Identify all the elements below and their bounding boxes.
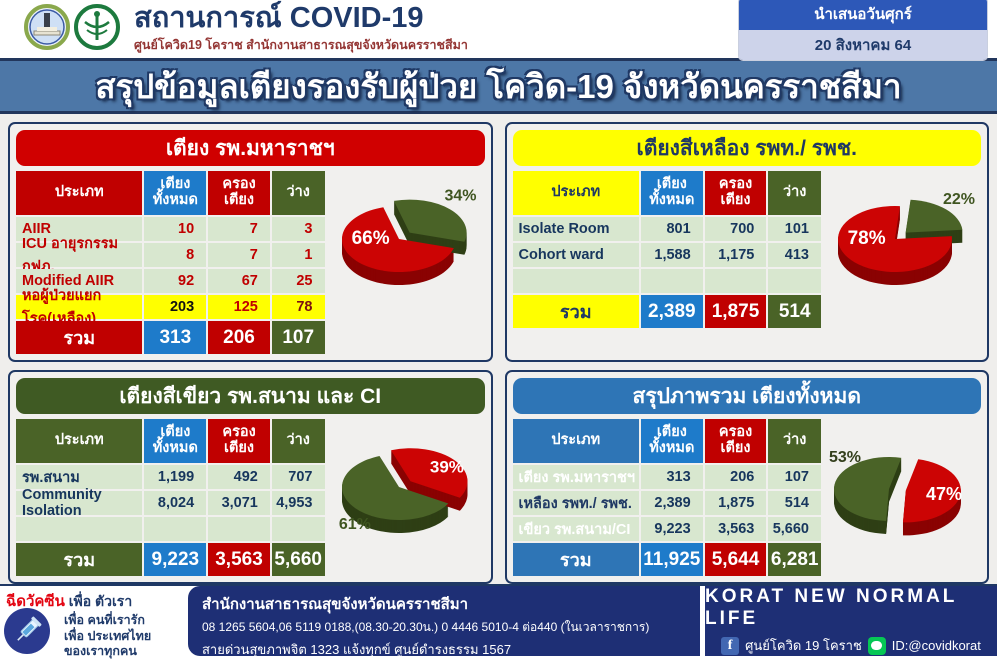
col-total-beds: เตียง ทั้งหมด: [144, 171, 207, 215]
green-bed-table: ประเภท เตียง ทั้งหมด ครอง เตียง ว่าง รพ.สน…: [16, 419, 325, 576]
col-occupied-beds: ครอง เตียง: [208, 419, 270, 463]
table-total-row: รวม 313 206 107: [16, 321, 325, 354]
facebook-label: ศูนย์โควิด 19 โคราช: [745, 638, 862, 653]
dashboard-grid: เตียง รพ.มหาราชฯ ประเภท เตียง ทั้งหมด ครอ…: [0, 114, 997, 584]
panel-yellow-title: เตียงสีเหลือง รพท./ รพช.: [512, 130, 981, 166]
col-type: ประเภท: [512, 171, 639, 215]
table-row: Cohort ward 1,588 1,175 413: [512, 243, 821, 267]
line-icon: [867, 636, 886, 655]
summary-table: ประเภท เตียง ทั้งหมด ครอง เตียง ว่าง เตียง…: [512, 419, 821, 576]
col-total-beds: เตียง ทั้งหมด: [640, 419, 703, 463]
table-row: เตียง รพ.มหาราชฯ 313 206 107: [512, 465, 821, 489]
table-row: Community Isolation 8,024 3,071 4,953: [16, 487, 325, 519]
table-row-empty: [16, 517, 325, 541]
yellow-bed-table: ประเภท เตียง ทั้งหมด ครอง เตียง ว่าง Isola…: [512, 171, 821, 328]
empty-cell: [704, 269, 767, 293]
table-header-row: ประเภท เตียง ทั้งหมด ครอง เตียง ว่าง: [512, 419, 821, 463]
col-type: ประเภท: [16, 419, 143, 463]
table-total-row: รวม 9,223 3,563 5,660: [16, 543, 325, 576]
panel-summary-title: สรุปภาพรวม เตียงทั้งหมด: [512, 378, 981, 414]
vaccine-highlight: ฉีดวัคซีน: [6, 593, 65, 610]
empty-cell: [640, 269, 703, 293]
table-header-row: ประเภท เตียง ทั้งหมด ครอง เตียง ว่าง: [16, 419, 325, 463]
empty-cell: [208, 517, 270, 541]
pie-chart-maharat: 66% 34%: [325, 171, 485, 354]
empty-cell: [144, 517, 207, 541]
table-row: รพ.สนาม 1,199 492 707: [16, 465, 325, 489]
brand-box: KORAT NEW NORMAL LIFE f ศูนย์โควิด 19 โค…: [705, 586, 997, 656]
table-header-row: ประเภท เตียง ทั้งหมด ครอง เตียง ว่าง: [512, 171, 821, 215]
col-vacant-beds: ว่าง: [271, 419, 325, 463]
panel-yellow-beds: เตียงสีเหลือง รพท./ รพช. ประเภท เตียง ทั้…: [504, 122, 989, 362]
col-total-beds: เตียง ทั้งหมด: [144, 419, 207, 463]
page-title: สถานการณ์ COVID-19: [134, 1, 424, 34]
panel-green-title: เตียงสีเขียว รพ.สนาม และ CI: [16, 378, 485, 414]
table-row-empty: [512, 269, 821, 293]
table-row: Isolate Room 801 700 101: [512, 217, 821, 241]
syringe-icon: [4, 608, 50, 654]
province-seal-logo: [24, 3, 70, 55]
svg-text:66%: 66%: [351, 228, 389, 249]
svg-text:78%: 78%: [848, 228, 886, 249]
pie-chart-yellow-beds: 78% 22%: [821, 171, 981, 328]
table-header-row: ประเภท เตียง ทั้งหมด ครอง เตียง ว่าง: [16, 171, 325, 215]
table-row: เหลือง รพท./ รพช. 2,389 1,875 514: [512, 491, 821, 515]
table-row: Modified AIIR 92 67 25: [16, 269, 325, 293]
col-vacant-beds: ว่าง: [768, 419, 821, 463]
svg-text:53%: 53%: [829, 449, 861, 466]
header-text: สถานการณ์ COVID-19 ศูนย์โควิด19 โคราช สำ…: [134, 1, 739, 55]
col-type: ประเภท: [512, 419, 639, 463]
panel-maharat-title: เตียง รพ.มหาราชฯ: [16, 130, 485, 166]
col-total-beds: เตียง ทั้งหมด: [640, 171, 703, 215]
col-occupied-beds: ครอง เตียง: [208, 171, 270, 215]
pie-chart-green-beds: 61% 39%: [325, 419, 485, 576]
date-box-value: 20 สิงหาคม 64: [739, 30, 987, 60]
maharat-bed-table: ประเภท เตียง ทั้งหมด ครอง เตียง ว่าง AIIR …: [16, 171, 325, 354]
empty-cell: [768, 269, 821, 293]
col-occupied-beds: ครอง เตียง: [704, 419, 767, 463]
title-banner: สรุปข้อมูลเตียงรองรับผู้ป่วย โควิด-19 จั…: [0, 58, 997, 114]
col-vacant-beds: ว่าง: [271, 171, 325, 215]
table-row: เขียว รพ.สนาม/CI 9,223 3,563 5,660: [512, 517, 821, 541]
panel-maharat: เตียง รพ.มหาราชฯ ประเภท เตียง ทั้งหมด ครอ…: [8, 122, 493, 362]
col-type: ประเภท: [16, 171, 143, 215]
table-total-row: รวม 2,389 1,875 514: [512, 295, 821, 328]
svg-text:22%: 22%: [943, 191, 975, 208]
date-box: นำเสนอวันศุกร์ 20 สิงหาคม 64: [739, 0, 987, 60]
page-header: สถานการณ์ COVID-19 ศูนย์โควิด19 โคราช สำ…: [0, 0, 997, 60]
banner-title: สรุปข้อมูลเตียงรองรับผู้ป่วย โควิด-19 จั…: [95, 67, 902, 105]
svg-text:39%: 39%: [429, 457, 463, 476]
page-footer: ฉีดวัคซีน เพื่อ ตัวเรา เพื่อ คนที่เรารัก…: [0, 584, 997, 659]
line-id-label: ID:@covidkorat: [891, 638, 981, 653]
pie-chart-overall: 53% 47%: [821, 419, 981, 576]
col-occupied-beds: ครอง เตียง: [704, 171, 767, 215]
logo-group: [24, 3, 120, 55]
table-total-row: รวม 11,925 5,644 6,281: [512, 543, 821, 576]
panel-overall-summary: สรุปภาพรวม เตียงทั้งหมด ประเภท เตียง ทั้ง…: [504, 370, 989, 584]
table-row: AIIR 10 7 3: [16, 217, 325, 241]
vaccine-message: ฉีดวัคซีน เพื่อ ตัวเรา เพื่อ คนที่เรารัก…: [4, 593, 152, 659]
facebook-icon: f: [721, 636, 740, 655]
table-row-highlight-yellow: หอผู้ป่วยแยกโรค(เหลือง) 203 125 78: [16, 288, 325, 327]
brand-title: KORAT NEW NORMAL LIFE: [705, 586, 958, 629]
empty-cell: [512, 269, 639, 293]
table-row: ICU อายุรกรรม กฟภ. 8 7 1: [16, 236, 325, 275]
date-box-caption: นำเสนอวันศุกร์: [739, 0, 987, 30]
office-contact: สำนักงานสาธารณสุขจังหวัดนครราชสีมา 08 12…: [188, 586, 700, 657]
empty-cell: [16, 517, 143, 541]
col-vacant-beds: ว่าง: [768, 171, 821, 215]
empty-cell: [271, 517, 325, 541]
page-subtitle: ศูนย์โควิด19 โคราช สำนักงานสาธารณสุขจังห…: [134, 37, 468, 52]
panel-green-beds: เตียงสีเขียว รพ.สนาม และ CI ประเภท เตียง…: [8, 370, 493, 584]
svg-text:47%: 47%: [926, 484, 962, 504]
svg-text:34%: 34%: [444, 188, 476, 205]
svg-text:61%: 61%: [338, 516, 370, 533]
moph-logo: [74, 3, 120, 55]
